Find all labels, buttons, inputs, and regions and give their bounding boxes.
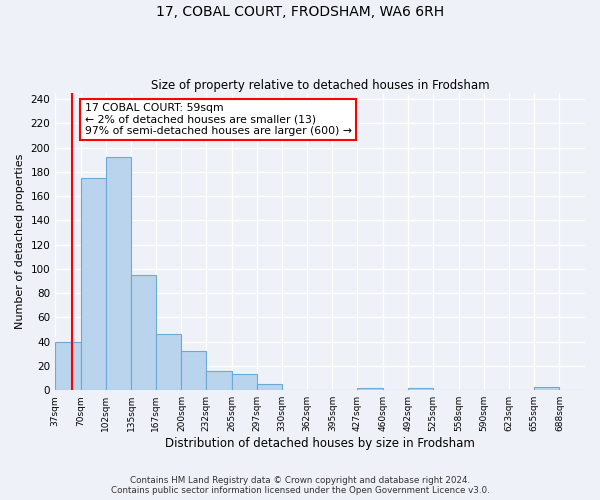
Bar — [156, 334, 181, 390]
Text: Contains HM Land Registry data © Crown copyright and database right 2024.
Contai: Contains HM Land Registry data © Crown c… — [110, 476, 490, 495]
Bar — [106, 158, 131, 390]
Bar — [206, 371, 232, 390]
Bar — [534, 386, 559, 390]
Text: 17 COBAL COURT: 59sqm
← 2% of detached houses are smaller (13)
97% of semi-detac: 17 COBAL COURT: 59sqm ← 2% of detached h… — [85, 103, 352, 136]
Bar — [131, 275, 156, 390]
Bar — [181, 352, 206, 390]
Y-axis label: Number of detached properties: Number of detached properties — [15, 154, 25, 330]
Bar — [55, 342, 81, 390]
Bar — [81, 178, 106, 390]
Bar — [232, 374, 257, 390]
Bar — [257, 384, 282, 390]
Text: 17, COBAL COURT, FRODSHAM, WA6 6RH: 17, COBAL COURT, FRODSHAM, WA6 6RH — [156, 5, 444, 19]
X-axis label: Distribution of detached houses by size in Frodsham: Distribution of detached houses by size … — [165, 437, 475, 450]
Bar — [407, 388, 433, 390]
Bar — [357, 388, 383, 390]
Title: Size of property relative to detached houses in Frodsham: Size of property relative to detached ho… — [151, 79, 490, 92]
